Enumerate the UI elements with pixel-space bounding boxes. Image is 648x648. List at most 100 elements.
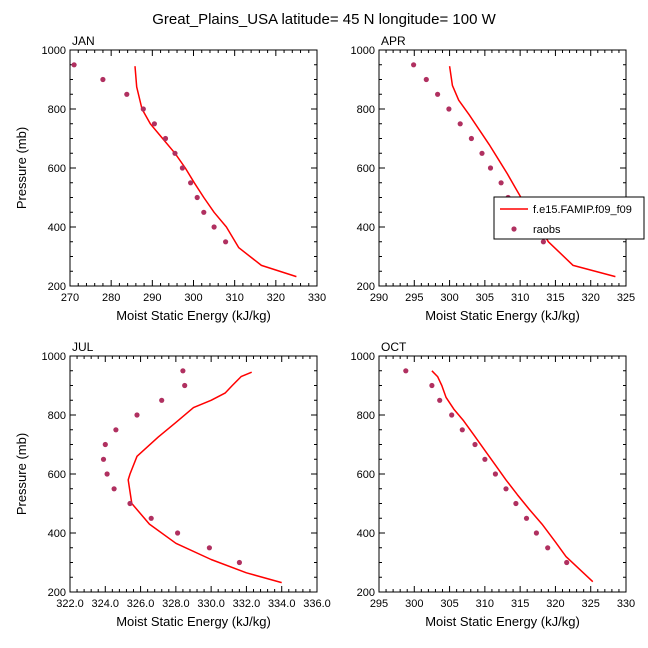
obs-point xyxy=(429,382,435,389)
obs-point xyxy=(102,441,108,448)
obs-point xyxy=(211,224,217,230)
x-tick-label: 326.0 xyxy=(127,598,155,610)
x-tick-label: 315 xyxy=(511,598,529,610)
y-tick-label: 800 xyxy=(357,410,375,422)
y-tick-label: 400 xyxy=(357,222,375,234)
panel-jul: 322.0 324.0 326.0 328.0 330.0 332.0 334.0 336.0… xyxy=(14,340,331,629)
obs-point xyxy=(540,239,547,245)
obs-point xyxy=(159,397,165,403)
obs-point xyxy=(472,441,478,448)
x-axis-label: Moist Static Energy (kJ/kg) xyxy=(116,308,271,323)
obs-point xyxy=(482,456,488,462)
obs-point xyxy=(127,500,133,507)
y-tick-label: 600 xyxy=(48,469,66,481)
obs-point xyxy=(523,515,530,521)
obs-point xyxy=(223,239,229,245)
obs-point xyxy=(435,91,441,97)
x-tick-label: 310 xyxy=(225,292,243,304)
x-tick-label: 315 xyxy=(546,292,564,304)
x-tick-label: 310 xyxy=(476,598,494,610)
x-tick-label: 328.0 xyxy=(162,598,190,610)
legend-box xyxy=(493,196,645,240)
obs-point xyxy=(236,559,242,566)
obs-point xyxy=(487,165,494,171)
x-tick-label: 330 xyxy=(308,292,326,304)
obs-point xyxy=(194,194,200,201)
obs-point xyxy=(148,515,154,521)
legend-obs-swatch xyxy=(511,226,517,232)
x-axis-label: Moist Static Energy (kJ/kg) xyxy=(425,614,580,629)
model-series-line xyxy=(134,66,297,278)
y-tick-label: 200 xyxy=(48,281,66,293)
legend-obs-label: raobs xyxy=(533,224,561,236)
y-tick-label: 1000 xyxy=(42,351,66,363)
y-tick-label: 1000 xyxy=(351,351,375,363)
y-tick-label: 200 xyxy=(357,587,375,599)
obs-point xyxy=(492,471,498,477)
plot-frame xyxy=(378,355,627,593)
obs-point xyxy=(468,135,474,142)
plot-frame xyxy=(378,49,627,287)
obs-point xyxy=(503,486,509,492)
obs-point xyxy=(479,150,485,156)
obs-point xyxy=(498,180,504,186)
x-tick-label: 270 xyxy=(61,292,79,304)
x-tick-label: 334.0 xyxy=(268,598,296,610)
x-tick-label: 295 xyxy=(405,292,423,304)
obs-point xyxy=(179,165,185,171)
y-tick-label: 400 xyxy=(357,528,375,540)
model-series-line xyxy=(448,66,616,278)
obs-point xyxy=(162,135,169,142)
obs-point xyxy=(206,545,212,551)
obs-point xyxy=(180,368,186,374)
obs-point xyxy=(533,530,540,536)
obs-point xyxy=(111,486,117,492)
obs-point xyxy=(564,559,570,566)
y-tick-label: 400 xyxy=(48,528,66,540)
x-tick-label: 330 xyxy=(617,598,635,610)
obs-point xyxy=(172,150,178,156)
panels: 270 280 290 300 310 320 330 200 400 600 800 1000 JAN… xyxy=(14,34,635,629)
x-tick-label: 295 xyxy=(370,598,388,610)
x-tick-label: 320 xyxy=(267,292,285,304)
panel-title: JAN xyxy=(72,34,95,48)
obs-point xyxy=(140,106,146,112)
obs-point xyxy=(201,209,207,215)
x-tick-label: 322.0 xyxy=(56,598,84,610)
x-tick-label: 280 xyxy=(102,292,120,304)
obs-point xyxy=(513,500,519,507)
x-axis-label: Moist Static Energy (kJ/kg) xyxy=(425,308,580,323)
y-tick-label: 800 xyxy=(48,410,66,422)
x-tick-label: 310 xyxy=(511,292,529,304)
panel-oct: 295 300 305 310 315 320 325 330 200 400 600 800 1000… xyxy=(351,340,636,629)
y-tick-label: 600 xyxy=(48,163,66,175)
obs-point xyxy=(100,456,107,462)
y-tick-label: 600 xyxy=(357,163,375,175)
obs-point xyxy=(151,121,157,127)
panel-title: JUL xyxy=(72,340,94,354)
x-axis-label: Moist Static Energy (kJ/kg) xyxy=(116,614,271,629)
obs-point xyxy=(104,471,110,477)
model-series-line xyxy=(431,370,594,583)
y-tick-label: 1000 xyxy=(351,45,375,57)
y-tick-label: 800 xyxy=(357,104,375,116)
panel-jan: 270 280 290 300 310 320 330 200 400 600 800 1000 JAN… xyxy=(14,34,326,323)
panel-title: APR xyxy=(381,34,406,48)
obs-point xyxy=(100,76,106,83)
panel-title: OCT xyxy=(381,340,407,354)
model-series-line xyxy=(127,371,282,584)
obs-point xyxy=(175,530,181,536)
y-tick-label: 200 xyxy=(357,281,375,293)
obs-point xyxy=(71,62,77,68)
obs-point xyxy=(457,121,463,127)
obs-point xyxy=(188,180,194,186)
x-tick-label: 290 xyxy=(370,292,388,304)
y-axis-label: Pressure (mb) xyxy=(14,127,29,209)
legend-model-label: f.e15.FAMIP.f09_f09 xyxy=(533,204,632,216)
obs-point xyxy=(134,412,140,418)
y-tick-label: 1000 xyxy=(42,45,66,57)
obs-point xyxy=(545,545,551,551)
panel-apr: 290 295 300 305 310 315 320 325 200 400 600 800 1000… xyxy=(351,34,636,323)
obs-point xyxy=(459,427,465,433)
plot-frame xyxy=(69,49,318,287)
